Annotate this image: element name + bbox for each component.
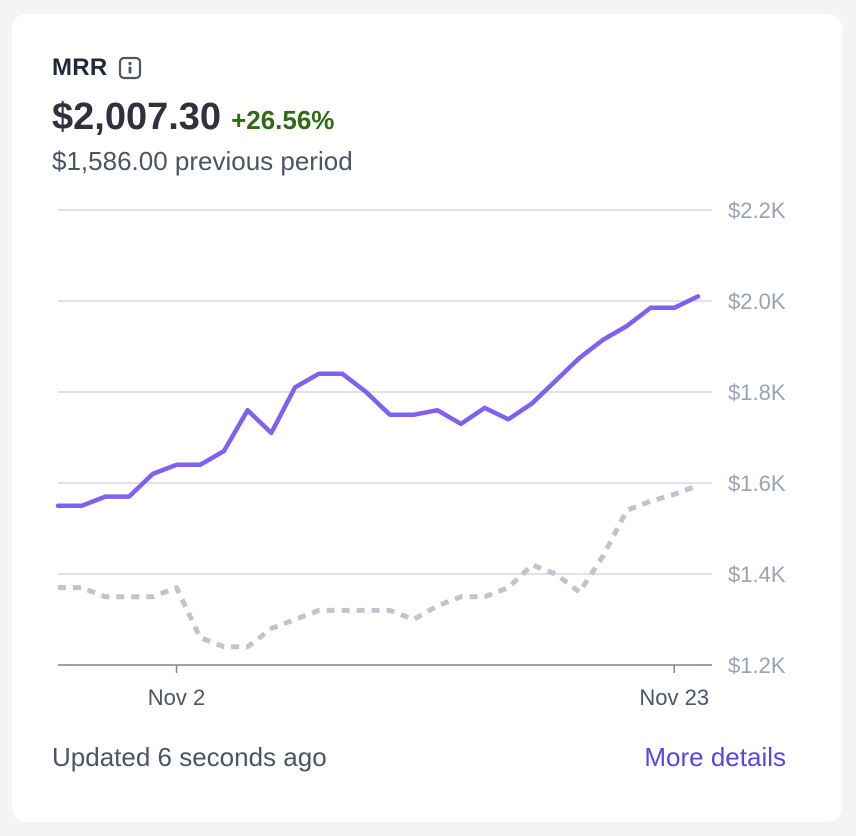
value-row: $2,007.30 +26.56% bbox=[52, 96, 334, 139]
current-period-line bbox=[55, 294, 701, 509]
more-details-link[interactable]: More details bbox=[644, 742, 786, 772]
y-tick-label: $1.2K bbox=[728, 653, 786, 678]
y-axis: $1.2K $1.4K $1.6K $1.8K $2.0K $2.2K bbox=[728, 198, 786, 678]
y-tick-label: $2.2K bbox=[728, 198, 786, 223]
mrr-chart: $1.2K$1.4K$1.6K$1.8K$2.0K$2.2K Nov 2 Nov … bbox=[55, 198, 786, 710]
chart-grid bbox=[58, 209, 712, 666]
y-tick-label: $1.6K bbox=[728, 471, 786, 496]
card-title: MRR bbox=[52, 54, 108, 81]
x-tick-label: Nov 23 bbox=[639, 685, 709, 710]
info-icon[interactable] bbox=[118, 56, 142, 80]
updated-text: Updated 6 seconds ago bbox=[52, 742, 327, 772]
y-tick-label: $1.4K bbox=[728, 562, 786, 587]
x-tick-label: Nov 2 bbox=[148, 685, 205, 710]
title-row: MRR bbox=[52, 54, 142, 82]
y-tick-label: $1.8K bbox=[728, 380, 786, 405]
chart-series bbox=[55, 294, 701, 650]
y-tick-label: $2.0K bbox=[728, 289, 786, 314]
x-axis: Nov 2 Nov 23 bbox=[148, 665, 709, 710]
previous-period: $1,586.00 previous period bbox=[52, 146, 353, 176]
mrr-card: MRR $2,007.30 +26.56% $1,586.00 previous… bbox=[12, 14, 842, 822]
change-badge: +26.56% bbox=[231, 105, 335, 135]
previous-period-line bbox=[58, 482, 699, 650]
mrr-value: $2,007.30 bbox=[52, 96, 222, 138]
